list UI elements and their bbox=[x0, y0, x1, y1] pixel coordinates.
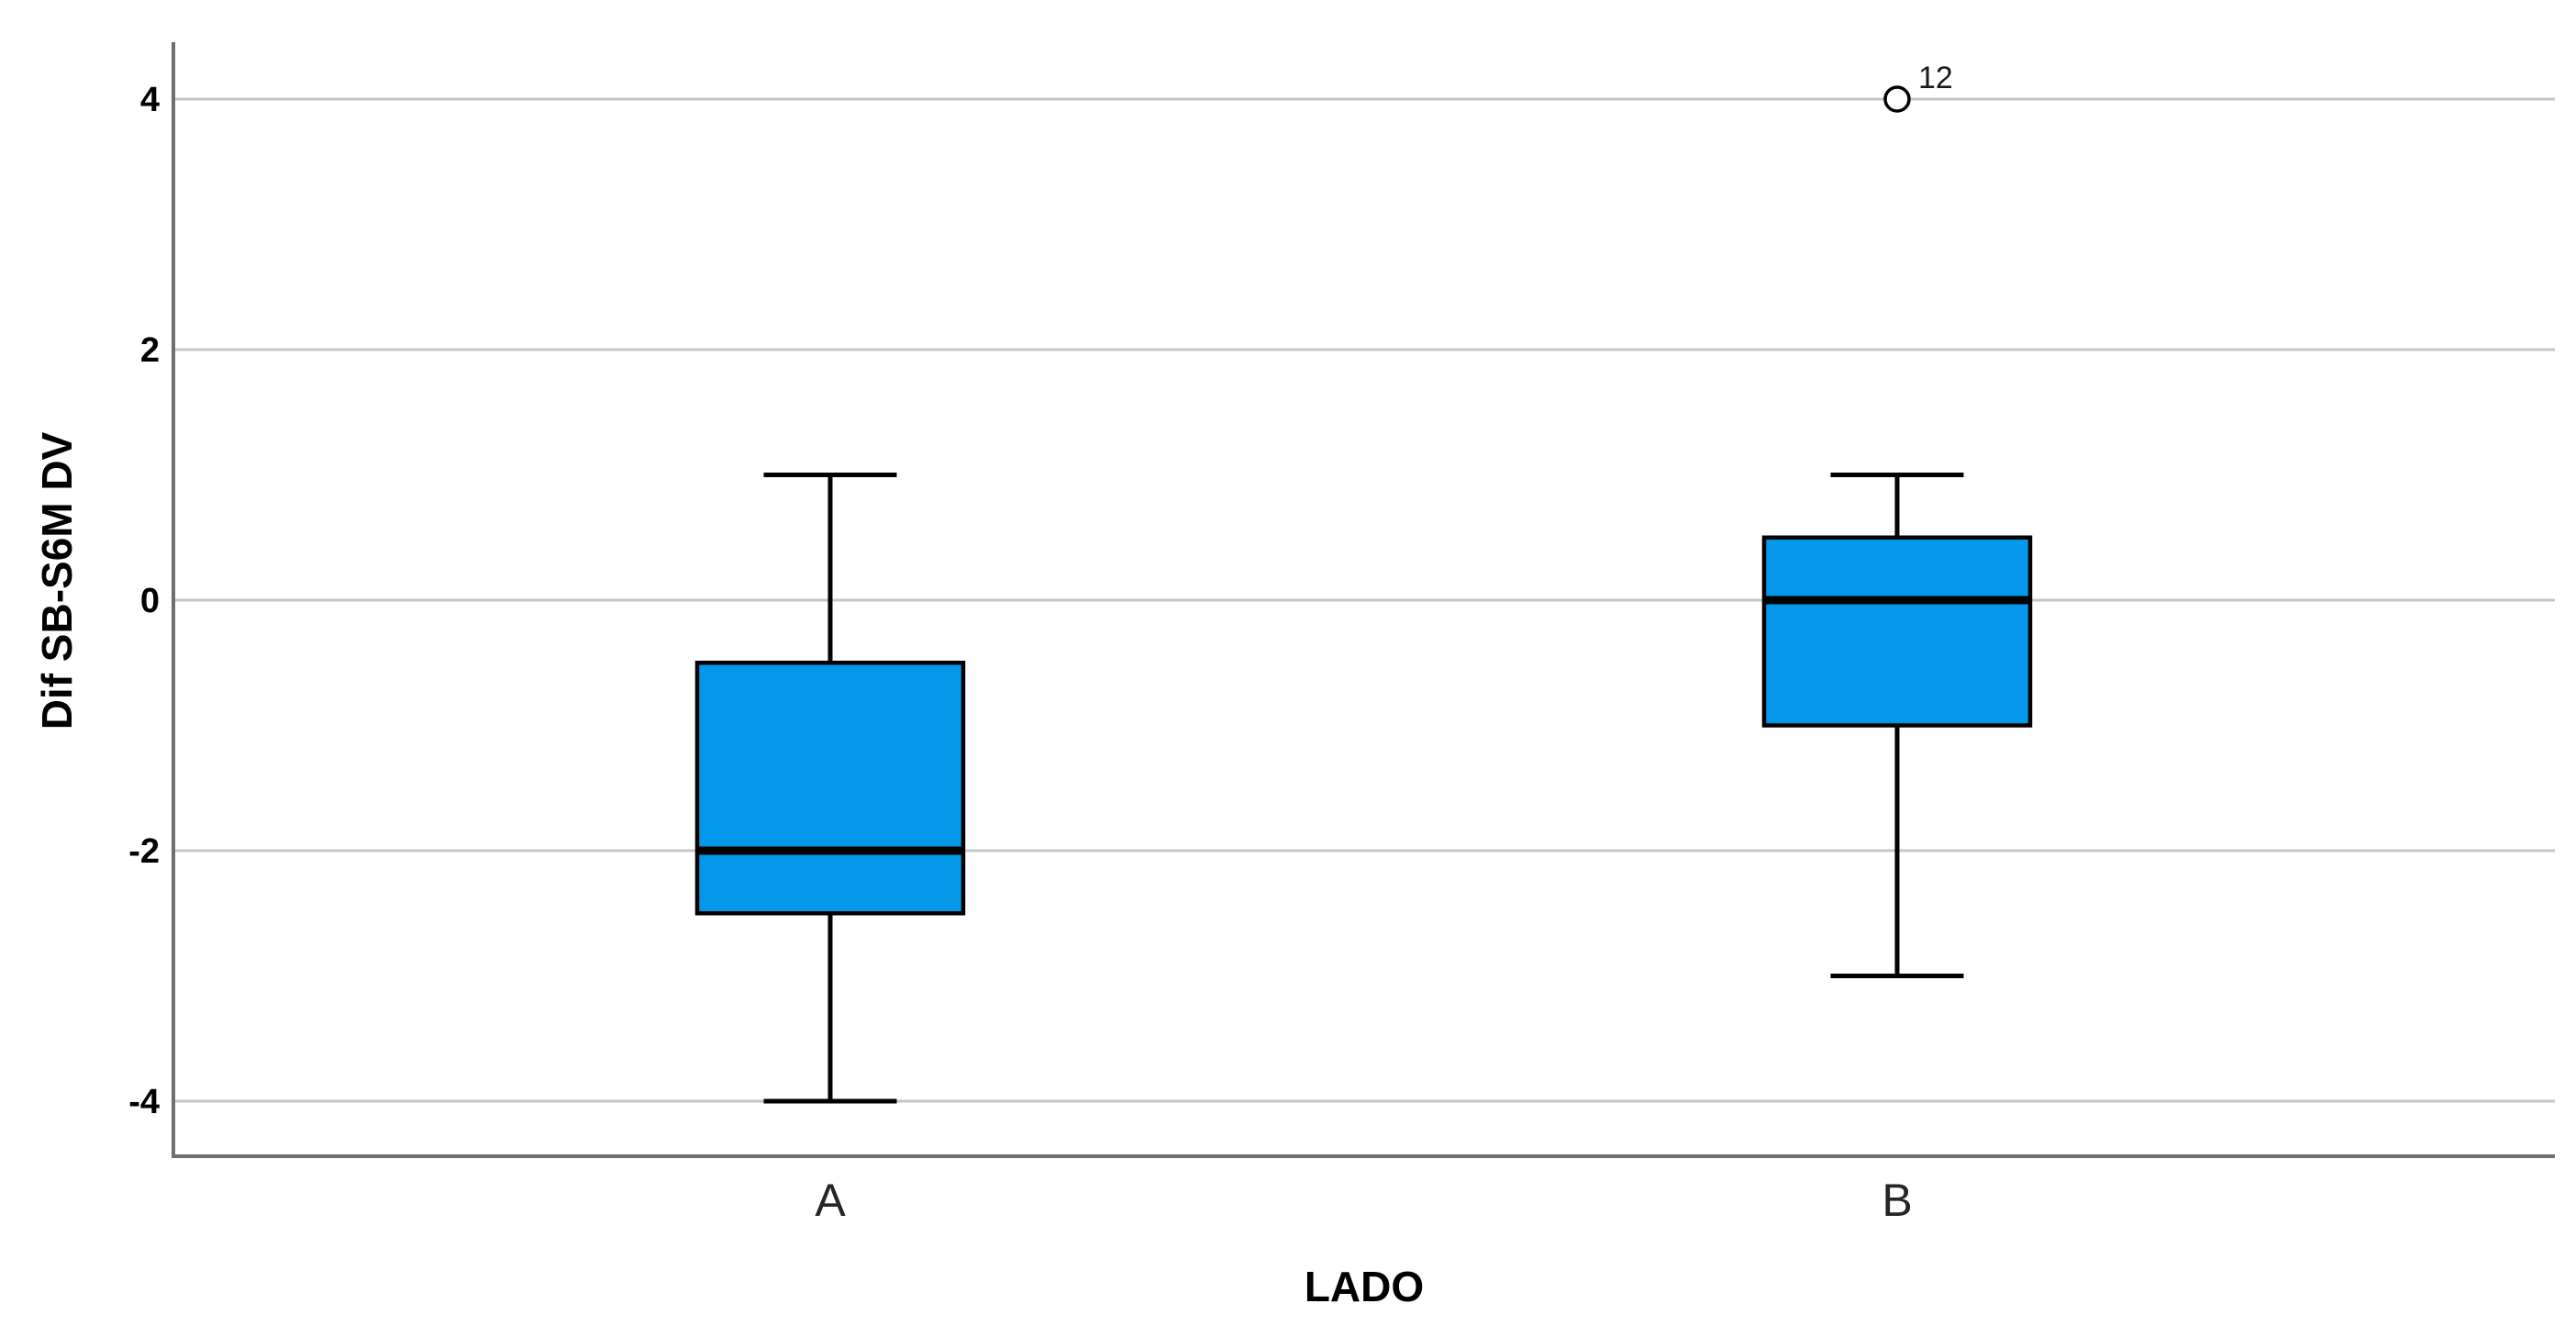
y-tick-label: 0 bbox=[140, 582, 160, 620]
x-category-label: B bbox=[1882, 1175, 1912, 1226]
outlier-point bbox=[1883, 85, 1911, 113]
gridlines-layer bbox=[173, 97, 2555, 1103]
y-tick-label: -2 bbox=[128, 832, 160, 871]
iqr-box bbox=[1761, 535, 2033, 728]
y-axis-title: Dif SB-S6M DV bbox=[33, 431, 81, 730]
y-tick-label: 4 bbox=[140, 81, 160, 119]
iqr-box bbox=[694, 661, 966, 916]
boxplot-A bbox=[694, 473, 966, 1104]
y-tick-label: -4 bbox=[128, 1083, 160, 1121]
y-tick-label: 2 bbox=[140, 331, 160, 370]
boxplot-B: 12 bbox=[1761, 61, 2033, 978]
y-tick-labels-layer: 4 2 0 -2 -4 bbox=[128, 81, 160, 1121]
x-category-label: A bbox=[815, 1175, 846, 1226]
outlier-label: 12 bbox=[1918, 61, 1953, 95]
boxes-layer: 12 bbox=[694, 61, 2033, 1104]
x-axis-title: LADO bbox=[1305, 1263, 1424, 1310]
